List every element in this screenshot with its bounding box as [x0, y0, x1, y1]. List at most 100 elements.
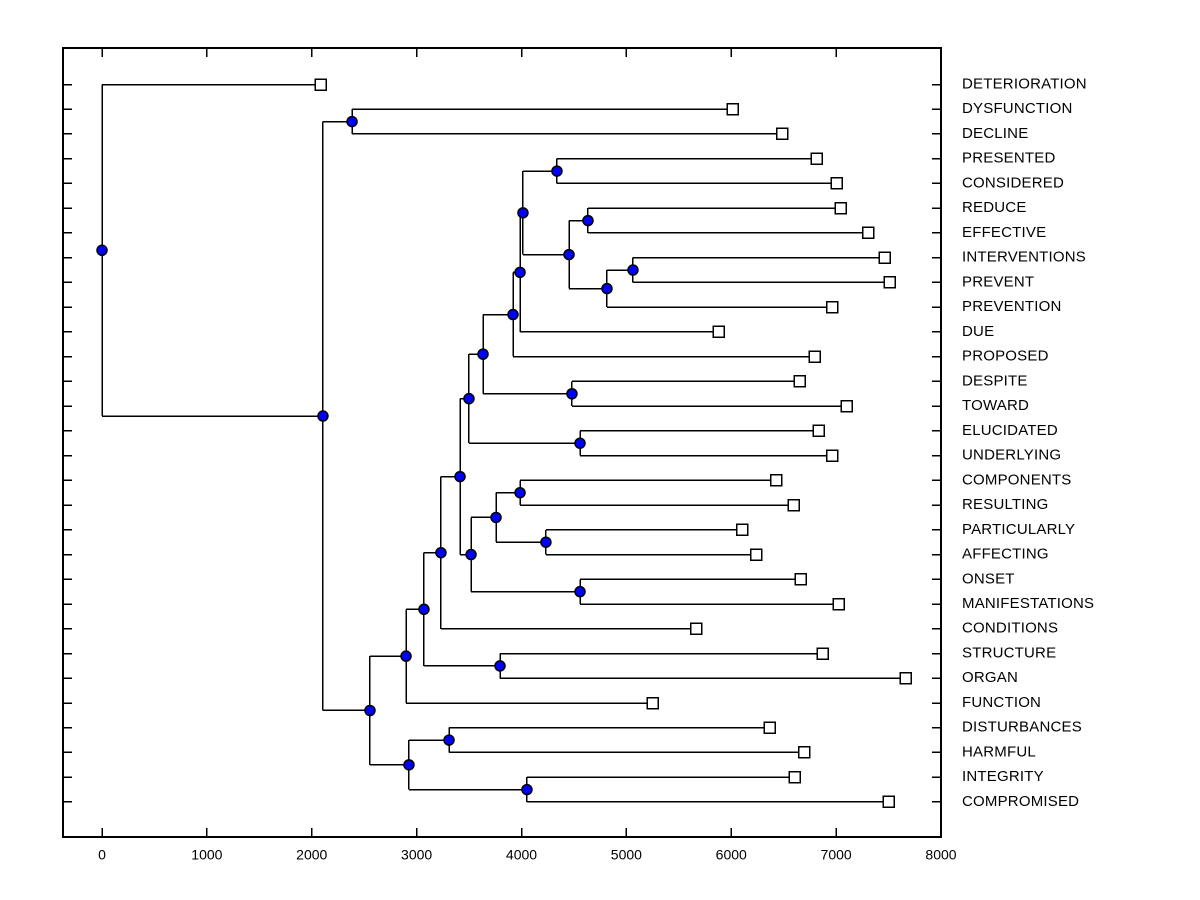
internal-node-marker: [517, 207, 529, 219]
leaf-marker: [314, 78, 328, 91]
internal-node-marker: [521, 783, 533, 796]
leaf-label: COMPROMISED: [962, 793, 1079, 810]
internal-node-marker: [477, 348, 489, 360]
leaf-label: DETERIORATION: [962, 75, 1087, 92]
x-axis-tick-label: 5000: [611, 847, 642, 863]
internal-node-marker: [574, 585, 586, 598]
leaf-marker: [808, 350, 822, 363]
leaf-marker: [825, 300, 839, 314]
x-axis-tick-label: 8000: [925, 847, 956, 863]
internal-node-marker: [400, 650, 412, 662]
leaf-label: HARMFUL: [962, 743, 1036, 760]
internal-node-marker: [465, 548, 477, 561]
leaf-marker: [812, 424, 826, 438]
leaf-marker: [787, 498, 801, 512]
internal-node-marker: [507, 308, 519, 321]
leaf-label: PARTICULARLY: [962, 521, 1075, 538]
internal-node-marker: [490, 511, 502, 524]
leaf-label: DYSFUNCTION: [962, 100, 1073, 117]
x-axis-tick-label: 3000: [401, 847, 432, 863]
leaf-label: DUE: [962, 323, 994, 340]
x-axis-tick-label: 7000: [821, 847, 852, 863]
leaf-marker: [825, 449, 839, 462]
internal-node-marker: [551, 165, 563, 177]
internal-node-marker: [566, 388, 578, 400]
leaf-marker: [832, 597, 846, 611]
internal-node-marker: [494, 660, 506, 672]
internal-node-marker: [403, 759, 415, 771]
internal-node-marker: [317, 410, 329, 422]
leaf-label: UNDERLYING: [962, 447, 1061, 464]
leaf-label: MANIFESTATIONS: [962, 595, 1094, 612]
leaf-marker: [726, 102, 740, 116]
leaf-label: INTERVENTIONS: [962, 249, 1086, 266]
x-axis-tick-label: 1000: [191, 847, 222, 863]
leaf-marker: [749, 548, 763, 561]
leaf-label: TOWARD: [962, 397, 1029, 414]
leaf-marker: [712, 325, 726, 339]
internal-node-marker: [454, 470, 466, 483]
leaf-marker: [775, 127, 789, 141]
internal-node-marker: [540, 536, 552, 548]
leaf-label: EFFECTIVE: [962, 224, 1046, 241]
leaf-label: FUNCTION: [962, 694, 1041, 711]
leaf-marker: [794, 573, 808, 586]
internal-node-marker: [601, 282, 613, 295]
leaf-marker: [834, 201, 848, 215]
leaf-marker: [883, 276, 897, 289]
leaf-marker: [861, 226, 875, 240]
leaf-label: PRESENTED: [962, 150, 1056, 167]
leaf-marker: [882, 795, 896, 809]
internal-node-marker: [627, 264, 639, 276]
x-axis-tick-label: 0: [98, 847, 106, 863]
leaf-label: PROPOSED: [962, 348, 1049, 365]
internal-node-marker: [463, 392, 475, 405]
internal-node-marker: [435, 546, 447, 559]
leaf-label: STRUCTURE: [962, 644, 1056, 661]
leaf-marker: [899, 672, 913, 685]
leaf-label: ORGAN: [962, 669, 1018, 686]
leaf-label: ELUCIDATED: [962, 422, 1058, 439]
leaf-marker: [788, 770, 802, 784]
leaf-label: PREVENTION: [962, 298, 1062, 315]
leaf-label: REDUCE: [962, 199, 1027, 216]
internal-node-marker: [514, 266, 526, 279]
plot-box: [62, 47, 942, 838]
x-axis-tick-label: 2000: [296, 847, 327, 863]
internal-node-marker: [443, 734, 455, 746]
leaf-label: COMPONENTS: [962, 471, 1072, 488]
leaf-marker: [810, 152, 824, 165]
leaf-label: ONSET: [962, 570, 1015, 587]
leaf-marker: [769, 474, 783, 487]
leaf-marker: [646, 696, 660, 710]
internal-node-marker: [563, 248, 575, 261]
leaf-label: DECLINE: [962, 125, 1028, 142]
internal-node-marker: [514, 486, 526, 499]
leaf-label: CONDITIONS: [962, 620, 1058, 637]
leaf-label: PREVENT: [962, 273, 1034, 290]
internal-node-marker: [96, 244, 108, 257]
leaf-label: DISTURBANCES: [962, 719, 1082, 736]
leaf-label: INTEGRITY: [962, 768, 1044, 785]
internal-node-marker: [346, 115, 358, 128]
internal-node-marker: [418, 603, 430, 616]
leaf-marker: [763, 721, 777, 734]
leaf-label: DESPITE: [962, 372, 1028, 389]
leaf-label: RESULTING: [962, 496, 1049, 513]
leaf-marker: [878, 251, 892, 264]
internal-node-marker: [364, 704, 376, 717]
leaf-marker: [840, 399, 854, 413]
internal-node-marker: [574, 437, 586, 449]
leaf-marker: [793, 375, 807, 388]
leaf-marker: [816, 647, 830, 660]
leaf-label: AFFECTING: [962, 546, 1049, 563]
leaf-marker: [735, 523, 749, 537]
x-axis-tick-label: 6000: [716, 847, 747, 863]
leaf-label: CONSIDERED: [962, 174, 1064, 191]
leaf-marker: [797, 746, 811, 759]
x-axis-tick-label: 4000: [506, 847, 537, 863]
leaf-marker: [689, 622, 703, 636]
